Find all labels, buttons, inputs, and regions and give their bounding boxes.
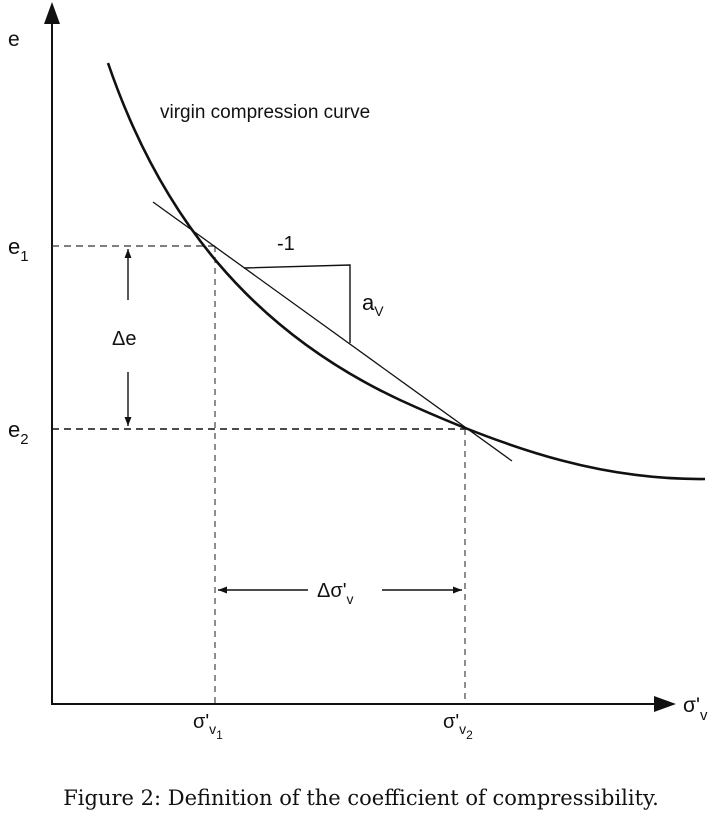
sigma-v2-label: σ'v2 [443, 711, 473, 742]
slope-rise-label: aV [362, 290, 384, 319]
y-axis-arrowhead [44, 2, 60, 24]
delta-sigma-label: Δσ'v [317, 580, 354, 607]
y-axis-label: e [8, 28, 20, 51]
delta-e-label: Δe [112, 328, 136, 350]
e1-label-sub: 1 [20, 248, 28, 265]
e2-label-sub: 2 [20, 431, 28, 448]
e2-label: e2 [8, 417, 29, 448]
x-axis-label: σ'v [683, 694, 708, 724]
e1-label: e1 [8, 234, 29, 265]
x-axis-arrowhead [654, 696, 676, 712]
virgin-compression-curve [106, 62, 706, 481]
sigma-v1-label-sub: v [209, 721, 216, 737]
sigma-v1-label-subsub: 1 [216, 728, 223, 742]
secant-line [152, 201, 513, 462]
curve-label: virgin compression curve [160, 102, 370, 123]
slope-triangle [243, 264, 351, 343]
delta-sigma-label-sub: v [347, 591, 354, 607]
figure-caption: Figure 2: Definition of the coefficient … [63, 786, 659, 810]
sigma-v1-label: σ'v1 [193, 711, 223, 742]
x-axis-label-sub: v [700, 707, 708, 724]
slope-run-label: -1 [277, 233, 295, 255]
sigma-v2-label-subsub: 2 [466, 728, 473, 742]
slope-rise-label-sub: V [374, 303, 384, 319]
sigma-v2-label-sub: v [459, 721, 466, 737]
